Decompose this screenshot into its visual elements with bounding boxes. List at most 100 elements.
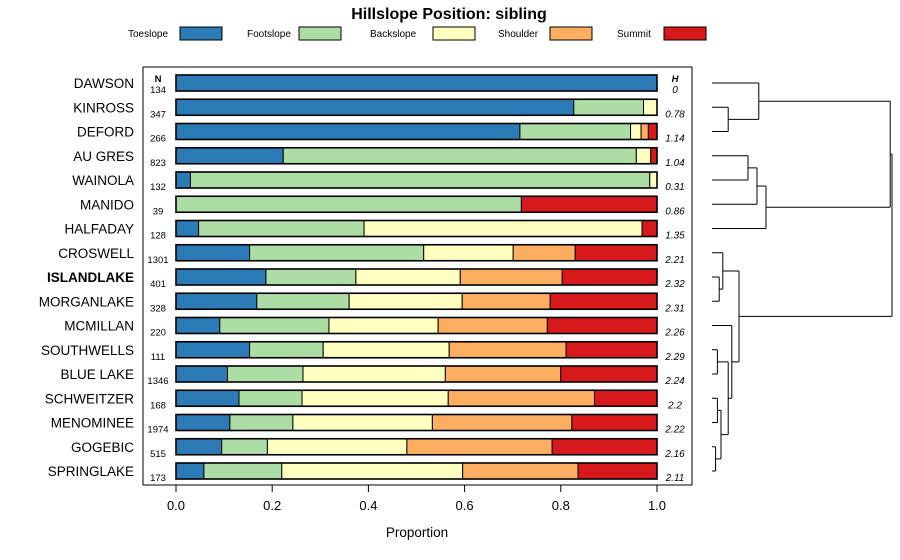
bar-gogebic-backslope [266, 438, 408, 456]
stacked-bars [175, 74, 658, 480]
n-label-dawson: 134 [150, 85, 166, 96]
bar-outline-springlake [175, 462, 658, 480]
bar-au-gres-toeslope [175, 147, 284, 165]
row-label-islandlake: ISLANDLAKE [47, 270, 134, 285]
n-column-header: N [155, 74, 162, 85]
bar-outline-menominee [175, 413, 658, 432]
n-label-halfaday: 128 [150, 231, 166, 242]
bar-morganlake-shoulder [461, 292, 551, 310]
bar-springlake-toeslope [175, 462, 205, 480]
bar-outline-wainola [175, 171, 658, 189]
legend-label-shoulder: Shoulder [498, 29, 539, 40]
bar-mcmillan-backslope [328, 317, 439, 334]
chart-title: Hillslope Position: sibling [351, 6, 547, 23]
bar-blue-lake-shoulder [444, 365, 562, 383]
h-label-gogebic: 2.16 [664, 449, 685, 460]
row-label-gogebic: GOGEBIC [71, 440, 134, 455]
bar-croswell-toeslope [175, 244, 251, 262]
h-label-menominee: 2.22 [664, 425, 685, 436]
bar-islandlake-summit [561, 268, 658, 286]
bar-outline-mcmillan [175, 316, 658, 335]
bar-morganlake-footslope [256, 292, 350, 310]
x-tick-label-3: 0.6 [456, 498, 474, 513]
bar-morganlake-toeslope [175, 292, 258, 310]
bar-schweitzer-toeslope [175, 389, 240, 407]
n-label-schweitzer: 168 [150, 400, 166, 411]
h-label-islandlake: 2.32 [664, 279, 685, 290]
h-label-au-gres: 1.04 [665, 158, 685, 169]
bar-outline-deford [175, 122, 658, 141]
legend-swatch-toeslope [179, 26, 223, 41]
row-label-morganlake: MORGANLAKE [39, 294, 134, 309]
bar-mcmillan-footslope [219, 317, 330, 334]
bar-mcmillan-summit [546, 317, 658, 334]
bar-springlake-footslope [203, 462, 283, 480]
x-tick-label-0: 0.0 [167, 498, 185, 513]
bar-outline-blue-lake [175, 365, 658, 383]
bar-halfaday-footslope [198, 220, 365, 237]
bar-kinross-footslope [573, 98, 645, 116]
bar-schweitzer-footslope [238, 389, 303, 407]
bar-kinross-backslope [643, 98, 658, 116]
bar-kinross-toeslope [175, 98, 575, 116]
bar-outline-southwells [175, 340, 658, 359]
bar-au-gres-footslope [282, 147, 637, 165]
bar-southwells-backslope [322, 341, 450, 359]
bar-islandlake-shoulder [459, 268, 563, 286]
bar-menominee-summit [571, 414, 658, 431]
bar-southwells-shoulder [448, 341, 567, 359]
bar-deford-footslope [519, 123, 632, 140]
row-label-wainola: WAINOLA [72, 173, 134, 188]
bar-manido-footslope [175, 195, 522, 213]
bar-halfaday-toeslope [175, 220, 200, 237]
bar-outline-halfaday [175, 219, 658, 238]
row-label-blue-lake: BLUE LAKE [60, 367, 134, 382]
n-label-croswell: 1301 [147, 255, 168, 266]
n-label-kinross: 347 [150, 109, 166, 120]
legend-label-summit: Summit [617, 29, 651, 40]
row-label-kinross: KINROSS [73, 100, 134, 115]
bar-outline-au-gres [175, 146, 658, 165]
legend-label-toeslope: Toeslope [128, 29, 168, 40]
x-axis: 0.0 0.2 0.4 0.6 0.8 1.0 [167, 485, 666, 513]
legend: Toeslope Footslope Backslope Shoulder Summit [128, 26, 707, 41]
bar-outline-gogebic [175, 437, 658, 456]
row-label-au-gres: AU GRES [73, 149, 134, 164]
h-column-header: H [672, 74, 680, 85]
dendrogram [712, 82, 893, 472]
h-label-springlake: 2.11 [665, 473, 685, 484]
h-labels: 0 0.78 1.14 1.04 0.31 0.86 1.35 2.21 2.32 2.31 2.2… [664, 85, 685, 484]
n-label-southwells: 111 [151, 352, 165, 363]
bar-menominee-toeslope [175, 414, 231, 431]
h-label-manido: 0.86 [665, 206, 685, 217]
n-label-morganlake: 328 [150, 303, 166, 314]
bar-menominee-backslope [292, 414, 433, 431]
bar-blue-lake-toeslope [175, 365, 228, 383]
bar-southwells-footslope [249, 341, 324, 359]
plot-frame [142, 66, 693, 486]
bar-menominee-shoulder [431, 414, 573, 431]
bar-halfaday-backslope [363, 220, 643, 237]
bar-springlake-backslope [281, 462, 464, 480]
x-tick-label-2: 0.4 [359, 498, 377, 513]
x-tick-label-1: 0.2 [263, 498, 281, 513]
bar-morganlake-backslope [348, 292, 463, 310]
bar-islandlake-backslope [355, 268, 461, 286]
bar-schweitzer-summit [593, 389, 658, 407]
bar-croswell-footslope [249, 244, 425, 262]
bar-au-gres-backslope [635, 147, 652, 165]
bar-schweitzer-shoulder [447, 389, 595, 407]
n-label-gogebic: 515 [150, 449, 166, 460]
n-label-springlake: 173 [150, 473, 166, 484]
bar-menominee-footslope [229, 414, 294, 431]
bar-springlake-summit [577, 462, 658, 480]
bar-outline-croswell [175, 243, 658, 262]
bar-wainola-footslope [189, 171, 651, 189]
bar-blue-lake-footslope [226, 365, 304, 383]
legend-swatch-summit [663, 26, 707, 41]
row-label-manido: MANIDO [80, 197, 134, 212]
bar-southwells-summit [565, 341, 658, 359]
x-tick-label-5: 1.0 [648, 498, 666, 513]
bar-gogebic-toeslope [175, 438, 223, 456]
